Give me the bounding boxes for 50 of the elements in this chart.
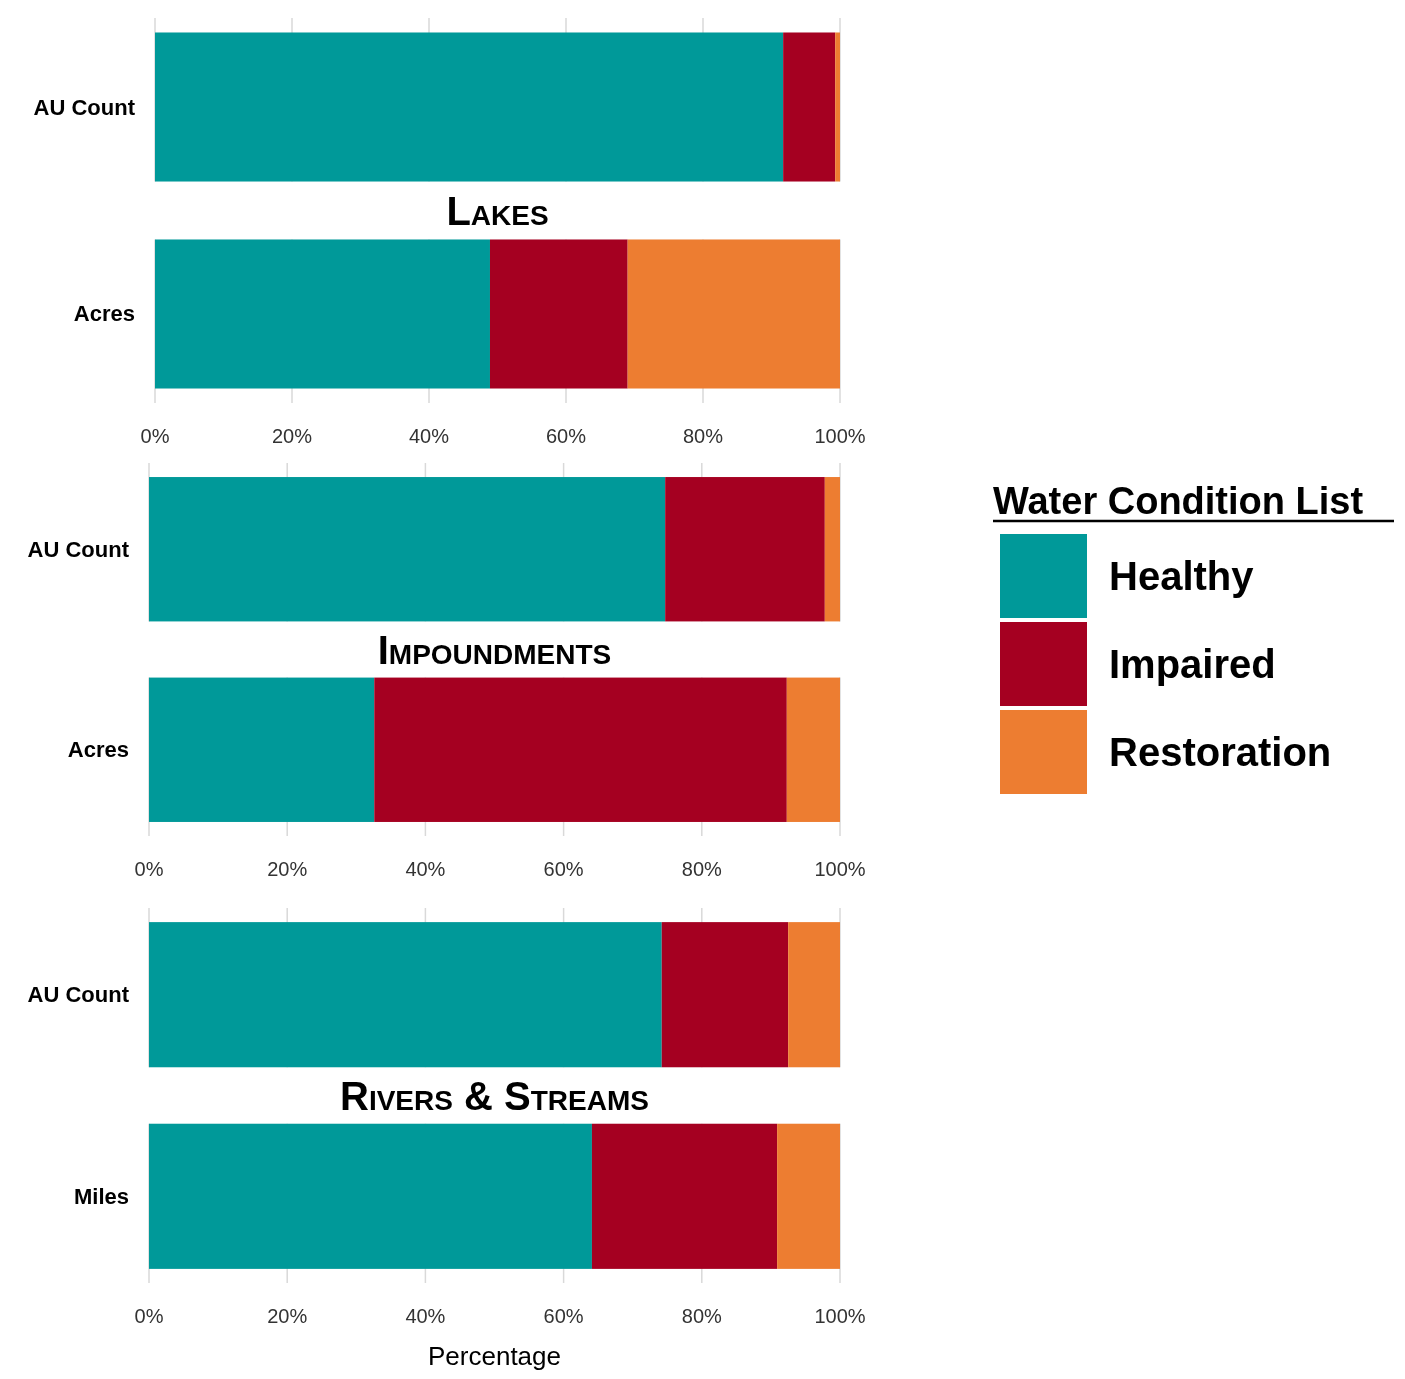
bar <box>627 239 840 389</box>
x-tick-label: 0% <box>140 425 170 447</box>
y-tick-label: AU Count <box>33 94 136 120</box>
bar <box>783 32 836 182</box>
x-tick-label: 100% <box>814 425 866 447</box>
bar <box>835 32 840 182</box>
y-tick-label: Acres <box>73 301 135 327</box>
y-tick-label: AU Count <box>27 536 130 562</box>
bar <box>786 677 840 822</box>
x-tick-label: 60% <box>543 1305 584 1327</box>
y-tick-label: Acres <box>67 737 129 763</box>
x-tick-label: 100% <box>814 1305 866 1327</box>
x-tick-label: 80% <box>681 858 723 880</box>
x-tick-label: 60% <box>543 858 584 880</box>
text: Rivers & Streams <box>340 1073 649 1118</box>
x-tick-label: 20% <box>267 1305 308 1327</box>
bar <box>149 1123 592 1269</box>
x-tick-label: 40% <box>405 1305 446 1327</box>
x-tick-label: 40% <box>405 858 446 880</box>
bar <box>777 1123 840 1269</box>
bar <box>661 922 789 1068</box>
bar <box>149 477 666 622</box>
bar <box>665 477 825 622</box>
x-tick-label: 80% <box>681 1305 723 1327</box>
x-tick-label: 100% <box>814 858 866 880</box>
x-tick-label: 60% <box>545 425 587 447</box>
x-tick-label: 40% <box>408 425 450 447</box>
bar <box>788 922 840 1068</box>
legend-title: Water Condition List <box>993 480 1364 522</box>
bar <box>149 677 375 822</box>
y-tick-label: Miles <box>73 1183 129 1209</box>
y-tick-label: AU Count <box>27 982 130 1008</box>
x-tick-label: 0% <box>134 1305 164 1327</box>
x-tick-label: 20% <box>271 425 313 447</box>
bar <box>155 239 490 389</box>
bar <box>155 32 784 182</box>
bar <box>824 477 840 622</box>
text: Impoundments <box>377 627 612 672</box>
bar <box>489 239 628 389</box>
x-tick-label: 20% <box>267 858 308 880</box>
legend-label: Impaired <box>1109 642 1276 686</box>
legend-label: Restoration <box>1109 730 1332 774</box>
x-tick-label: 80% <box>682 425 724 447</box>
bar <box>591 1123 778 1269</box>
bar <box>149 922 662 1068</box>
legend-label: Healthy <box>1109 554 1255 598</box>
bar <box>374 677 787 822</box>
x-axis-title: Percentage <box>428 1341 561 1371</box>
x-tick-label: 0% <box>134 858 164 880</box>
text: Lakes <box>446 188 549 233</box>
